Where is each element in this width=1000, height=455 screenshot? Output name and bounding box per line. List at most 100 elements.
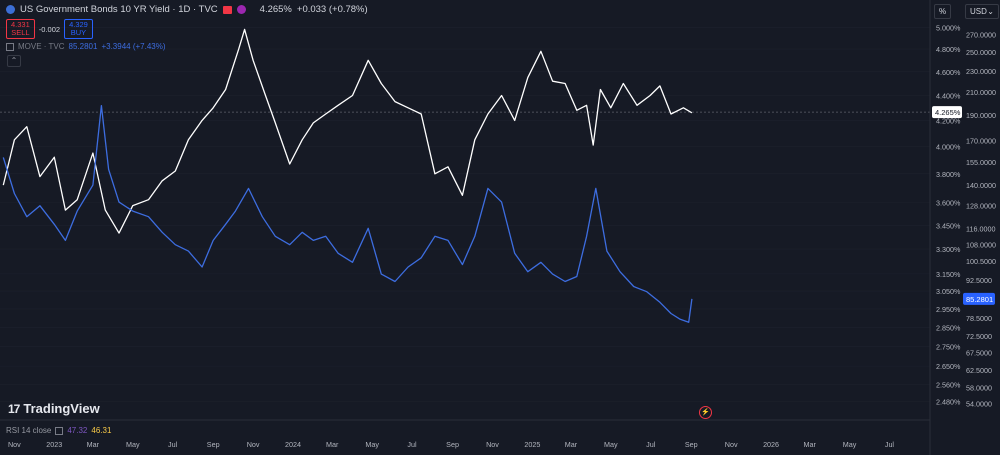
right-axis-tick-label: 72.5000: [966, 332, 992, 341]
right-axis-tick-label: 58.0000: [966, 383, 992, 392]
right-axis-tick-label: 190.0000: [966, 111, 996, 120]
x-axis-tick-label: Mar: [326, 440, 339, 449]
left-axis-tick-label: 2.650%: [936, 362, 961, 371]
left-axis-tick-label: 3.150%: [936, 270, 961, 279]
left-axis-tick-label: 2.480%: [936, 398, 961, 407]
left-axis-tick-label: 3.450%: [936, 221, 961, 230]
left-axis-tick-label: 3.050%: [936, 287, 961, 296]
rsi-value-1: 47.32: [67, 426, 88, 435]
right-axis-tick-label: 92.5000: [966, 276, 992, 285]
x-axis-tick-label: Mar: [803, 440, 816, 449]
rsi-value-2: 46.31: [91, 426, 112, 435]
x-axis-tick-label: Mar: [565, 440, 578, 449]
symbol-header[interactable]: US Government Bonds 10 YR Yield · 1D · T…: [6, 4, 368, 15]
x-axis-tick-label: May: [126, 440, 140, 449]
grid-lines: [0, 27, 930, 402]
left-axis-tick-label: 4.800%: [936, 45, 961, 54]
right-axis-tick-label: 128.0000: [966, 202, 996, 211]
x-axis-tick-label: 2023: [46, 440, 62, 449]
left-axis-tick-label: 2.850%: [936, 323, 961, 332]
x-axis-tick-label: Sep: [685, 440, 698, 449]
left-axis-tick-label: 3.600%: [936, 199, 961, 208]
buy-label: BUY: [70, 28, 87, 37]
flag-icon: [6, 5, 15, 14]
x-axis-tick-label: Jul: [885, 440, 895, 449]
x-axis-tick-label: Nov: [8, 440, 21, 449]
right-axis-tick-label: 170.0000: [966, 137, 996, 146]
right-axis-tick-label: 230.0000: [966, 67, 996, 76]
trade-buttons: 4.331 SELL -0.002 4.329 BUY: [6, 19, 93, 39]
left-axis-tick-label: 4.600%: [936, 68, 961, 77]
x-axis-tick-label: 2024: [285, 440, 301, 449]
x-axis-tick-label: May: [365, 440, 379, 449]
legend-square-icon: [55, 426, 64, 435]
buy-button[interactable]: 4.329 BUY: [64, 19, 93, 39]
move-price-tag: 85.2801: [966, 295, 993, 304]
x-axis-tick-label: Mar: [87, 440, 100, 449]
sell-button[interactable]: 4.331 SELL: [6, 19, 35, 39]
left-axis-tick-label: 2.950%: [936, 305, 961, 314]
last-value: 4.265%: [259, 4, 292, 15]
x-axis-tick-label: Nov: [486, 440, 499, 449]
left-axis[interactable]: 5.000% 4.800% 4.600% 4.400% 4.200% 4.000% 3.80…: [936, 23, 961, 406]
move-change: +3.3944 (+7.43%): [101, 42, 166, 51]
right-axis-tick-label: 67.5000: [966, 349, 992, 358]
right-axis-tick-label: 62.5000: [966, 366, 992, 375]
move-name: MOVE · TVC: [18, 42, 65, 51]
collapse-icon[interactable]: ⌃: [7, 55, 21, 67]
rsi-legend[interactable]: RSI 14 close 47.32 46.31: [6, 426, 111, 435]
symbol-title[interactable]: US Government Bonds 10 YR Yield · 1D · T…: [20, 4, 218, 15]
right-axis-tick-label: 108.0000: [966, 241, 996, 250]
x-axis-tick-label: 2026: [763, 440, 779, 449]
left-axis-tick-label: 4.000%: [936, 142, 961, 151]
bolt-icon[interactable]: ⚡: [699, 406, 712, 419]
watermark-text: TradingView: [23, 401, 100, 416]
x-axis-tick-label: May: [843, 440, 857, 449]
move-value: 85.2801: [68, 42, 98, 51]
percent-toggle[interactable]: %: [934, 4, 952, 19]
tradingview-logo-icon: 17: [8, 401, 20, 416]
time-axis[interactable]: Nov 2023 Mar May Jul Sep Nov 2024 Mar May Jul Sep No…: [8, 440, 894, 449]
currency-label: USD: [970, 7, 987, 16]
mini-flag-icon: [222, 5, 232, 14]
left-axis-tick-label: 4.400%: [936, 92, 961, 101]
tradingview-logo: 17 TradingView: [8, 401, 100, 416]
right-axis[interactable]: 270.0000 250.0000 230.0000 210.0000 190.0000…: [966, 30, 996, 408]
spread-value: -0.002: [38, 24, 61, 34]
change-value: +0.033 (+0.78%): [296, 4, 368, 15]
right-axis-tick-label: 140.0000: [966, 181, 996, 190]
x-axis-tick-label: May: [604, 440, 618, 449]
x-axis-tick-label: Jul: [407, 440, 417, 449]
x-axis-tick-label: Sep: [446, 440, 459, 449]
buy-price: 4.329: [69, 20, 88, 29]
rsi-name: RSI 14 close: [6, 426, 52, 435]
move-series-line: [2, 104, 693, 323]
right-axis-tick-label: 210.0000: [966, 88, 996, 97]
left-axis-tick-label: 2.750%: [936, 342, 961, 351]
right-axis-tick-label: 78.5000: [966, 314, 992, 323]
left-axis-tick-label: 3.800%: [936, 170, 961, 179]
right-axis-tick-label: 270.0000: [966, 30, 996, 39]
x-axis-tick-label: 2025: [524, 440, 540, 449]
right-axis-tick-label: 100.5000: [966, 257, 996, 266]
x-axis-tick-label: Jul: [168, 440, 178, 449]
move-legend[interactable]: MOVE · TVC 85.2801 +3.3944 (+7.43%): [6, 42, 166, 51]
left-axis-tick-label: 2.560%: [936, 381, 961, 390]
sell-label: SELL: [11, 28, 30, 37]
x-axis-tick-label: Nov: [725, 440, 738, 449]
yield-series-line: [2, 28, 693, 234]
x-axis-tick-label: Sep: [207, 440, 220, 449]
currency-select[interactable]: USD ⌄: [965, 4, 999, 19]
chevron-down-icon: ⌄: [987, 7, 994, 16]
right-axis-tick-label: 250.0000: [966, 48, 996, 57]
yield-price-tag: 4.265%: [935, 108, 961, 117]
left-axis-tick-label: 4.200%: [936, 116, 961, 125]
sell-price: 4.331: [11, 20, 30, 29]
legend-square-icon: [6, 42, 14, 51]
yield-price-tag-bg: [932, 106, 962, 119]
dot-icon: [236, 5, 246, 14]
right-axis-tick-label: 54.0000: [966, 400, 992, 409]
x-axis-tick-label: Jul: [646, 440, 656, 449]
right-axis-tick-label: 155.0000: [966, 158, 996, 167]
